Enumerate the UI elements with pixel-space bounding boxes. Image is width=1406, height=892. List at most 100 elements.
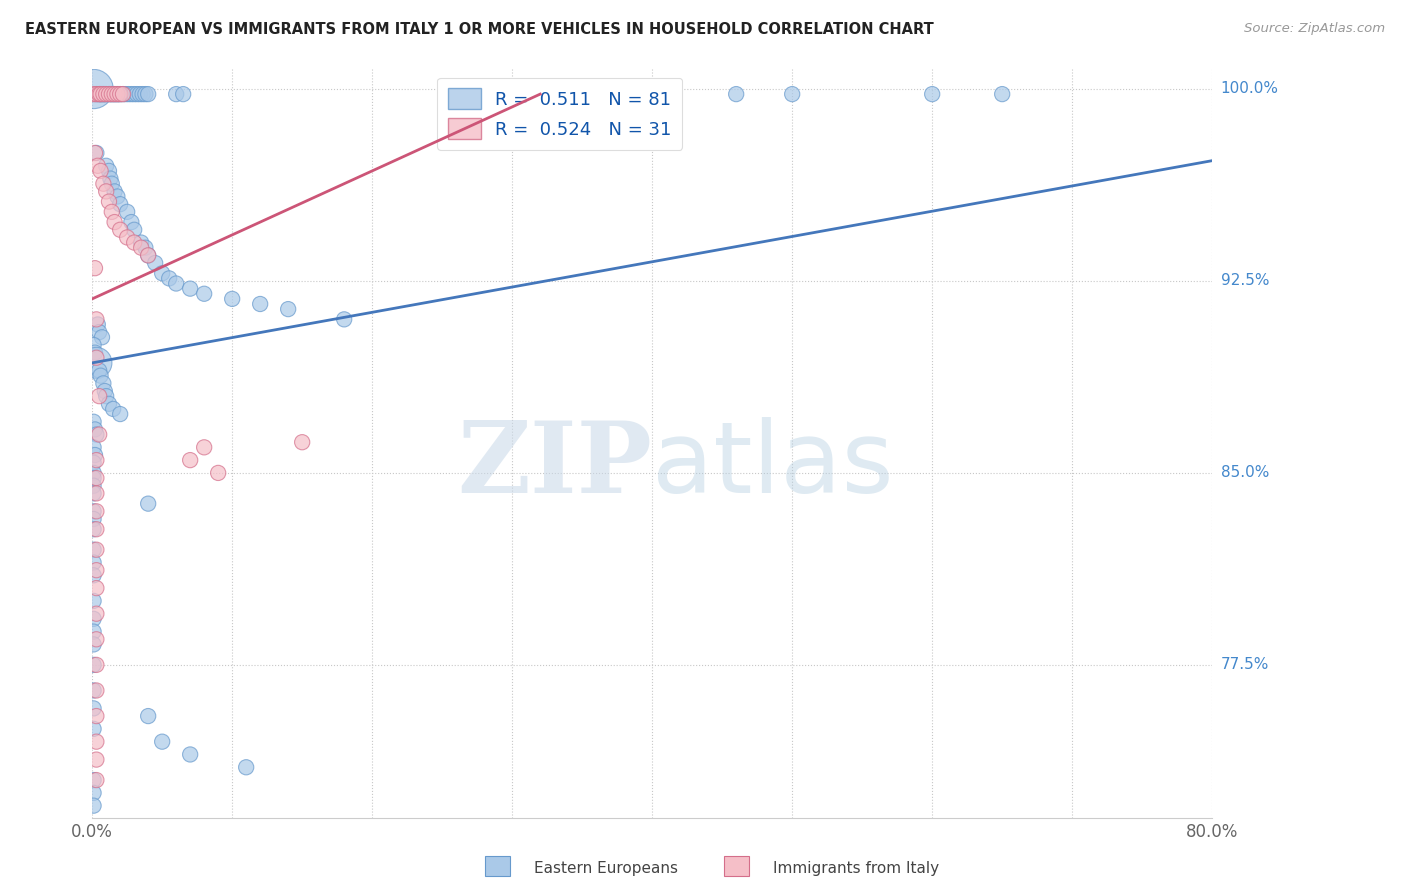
Point <box>108 87 131 102</box>
Point <box>114 87 136 102</box>
Text: 92.5%: 92.5% <box>1220 274 1270 288</box>
Point <box>91 87 114 102</box>
Point <box>100 171 122 186</box>
Point <box>157 271 180 285</box>
Point <box>193 286 215 301</box>
Point <box>86 522 108 536</box>
Point <box>103 185 125 199</box>
Point <box>165 277 187 291</box>
Point <box>134 87 156 102</box>
Point <box>179 282 201 296</box>
Point <box>83 594 105 608</box>
Point <box>725 87 748 102</box>
Point <box>89 325 111 339</box>
Point <box>86 87 108 102</box>
Point <box>83 466 105 480</box>
Point <box>179 747 201 762</box>
Point <box>83 479 105 493</box>
Point <box>83 798 105 813</box>
Point <box>93 87 115 102</box>
Point <box>86 504 108 518</box>
Point <box>179 453 201 467</box>
Point <box>134 241 156 255</box>
Point <box>83 657 105 672</box>
Point <box>89 427 111 442</box>
Point <box>86 632 108 647</box>
Point <box>96 87 118 102</box>
Point <box>84 146 107 161</box>
Point <box>83 773 105 788</box>
Point <box>108 407 131 421</box>
Point <box>221 292 243 306</box>
Legend: R =  0.511   N = 81, R =  0.524   N = 31: R = 0.511 N = 81, R = 0.524 N = 31 <box>437 78 682 150</box>
Point <box>122 223 145 237</box>
Point <box>136 248 159 262</box>
Text: EASTERN EUROPEAN VS IMMIGRANTS FROM ITALY 1 OR MORE VEHICLES IN HOUSEHOLD CORREL: EASTERN EUROPEAN VS IMMIGRANTS FROM ITAL… <box>25 22 934 37</box>
Point <box>98 194 121 209</box>
Point <box>93 376 115 391</box>
Point <box>150 734 173 748</box>
Point <box>111 87 134 102</box>
Point <box>96 389 118 403</box>
Point <box>83 522 105 536</box>
Point <box>921 87 943 102</box>
Point <box>86 486 108 500</box>
Point <box>136 248 159 262</box>
Point <box>90 87 112 102</box>
Point <box>193 440 215 454</box>
Point <box>277 302 299 317</box>
Point <box>96 87 118 102</box>
Point <box>83 722 105 736</box>
Point <box>84 448 107 462</box>
Point <box>122 235 145 250</box>
Point <box>83 440 105 454</box>
Point <box>96 185 118 199</box>
Point <box>86 563 108 577</box>
Point <box>249 297 271 311</box>
Point <box>87 318 110 332</box>
Point <box>115 230 138 244</box>
Point <box>207 466 229 480</box>
Point <box>103 215 125 229</box>
Point <box>143 256 166 270</box>
Point <box>83 683 105 698</box>
Point <box>105 87 128 102</box>
Point <box>89 87 111 102</box>
Point <box>83 82 105 96</box>
Point <box>86 607 108 621</box>
Text: Eastern Europeans: Eastern Europeans <box>534 861 678 876</box>
Point <box>108 197 131 211</box>
Point <box>105 87 128 102</box>
Point <box>83 338 105 352</box>
Point <box>94 87 117 102</box>
Point <box>117 87 139 102</box>
Point <box>86 312 108 326</box>
Point <box>98 87 121 102</box>
Point <box>83 415 105 429</box>
Point <box>89 363 111 377</box>
Point <box>98 164 121 178</box>
Point <box>94 384 117 398</box>
Point <box>105 189 128 203</box>
Text: atlas: atlas <box>652 417 894 515</box>
Point <box>333 312 356 326</box>
Point <box>86 753 108 767</box>
Point <box>104 87 127 102</box>
Point <box>90 368 112 383</box>
Point <box>83 556 105 570</box>
Point <box>84 345 107 359</box>
Point <box>83 471 105 485</box>
Point <box>87 159 110 173</box>
Point <box>86 683 108 698</box>
Point <box>98 397 121 411</box>
Point <box>83 87 105 102</box>
Point <box>93 87 115 102</box>
Point <box>107 87 129 102</box>
Point <box>103 87 125 102</box>
Point <box>83 512 105 526</box>
Point <box>91 330 114 344</box>
Point <box>86 773 108 788</box>
Point <box>84 261 107 276</box>
Point <box>86 657 108 672</box>
Text: Immigrants from Italy: Immigrants from Italy <box>773 861 939 876</box>
